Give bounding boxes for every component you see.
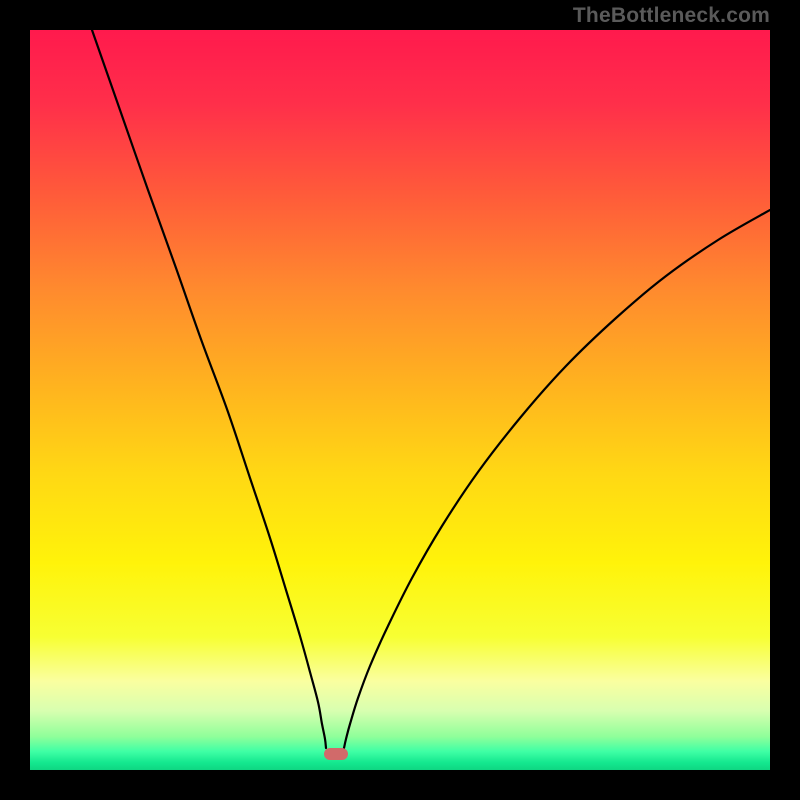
curve-left-branch [92,30,326,748]
curve-right-branch [344,210,770,748]
watermark-text: TheBottleneck.com [573,4,770,28]
plot-area [30,30,770,770]
bottleneck-curve [30,30,770,770]
chart-frame: TheBottleneck.com [0,0,800,800]
optimum-marker [324,748,348,760]
